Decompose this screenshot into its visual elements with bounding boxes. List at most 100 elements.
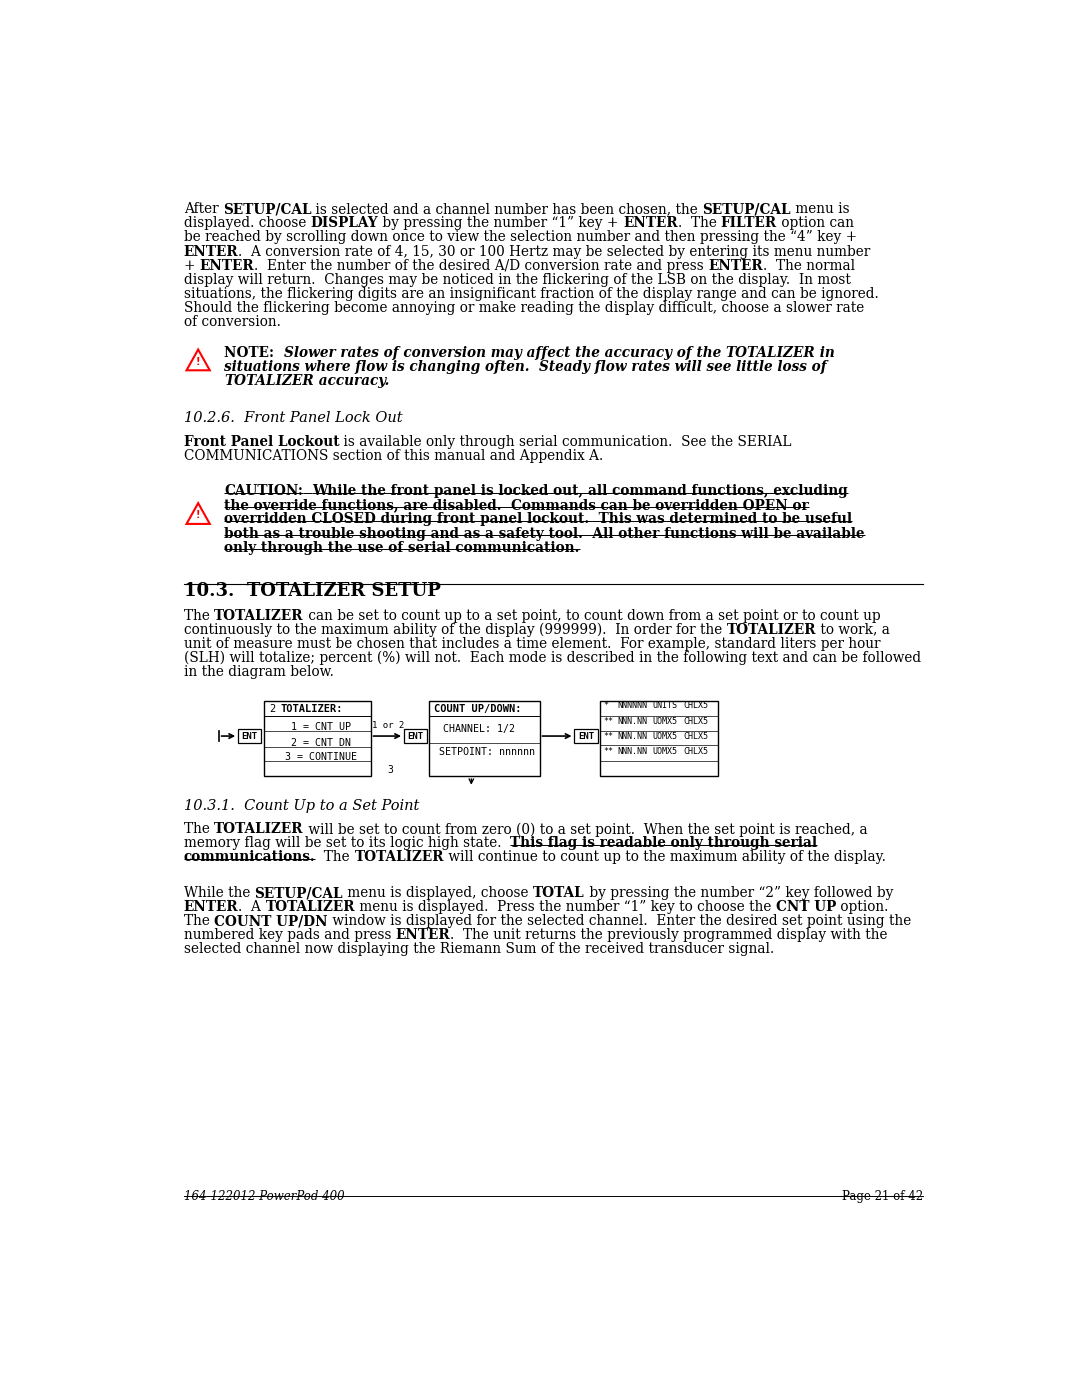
Text: TOTALIZER: TOTALIZER	[214, 609, 303, 623]
Text: 164-122012 PowerPod 400: 164-122012 PowerPod 400	[184, 1189, 345, 1203]
Text: ENTER: ENTER	[708, 258, 764, 272]
Text: CHLX5: CHLX5	[684, 717, 708, 726]
Text: to work, a: to work, a	[816, 623, 890, 637]
Text: This flag is readable only through serial: This flag is readable only through seria…	[510, 837, 818, 851]
Text: **: **	[603, 717, 613, 726]
Text: SETUP/CAL: SETUP/CAL	[255, 886, 343, 900]
Text: CHLX5: CHLX5	[684, 747, 708, 756]
Text: the override functions, are disabled.  Commands can be overridden OPEN or: the override functions, are disabled. Co…	[225, 499, 809, 513]
Text: After: After	[184, 203, 222, 217]
Text: will continue to count up to the maximum ability of the display.: will continue to count up to the maximum…	[444, 851, 886, 865]
Text: ENTER: ENTER	[184, 900, 239, 914]
Text: option can: option can	[777, 217, 854, 231]
Text: by pressing the number “1” key +: by pressing the number “1” key +	[378, 217, 623, 231]
Text: *: *	[603, 701, 608, 711]
Text: selected channel now displaying the Riemann Sum of the received transducer signa: selected channel now displaying the Riem…	[184, 943, 774, 957]
Text: be reached by scrolling down once to view the selection number and then pressing: be reached by scrolling down once to vie…	[184, 231, 856, 244]
Text: option.: option.	[836, 900, 889, 914]
Text: The: The	[184, 914, 214, 929]
Text: ENT: ENT	[407, 732, 423, 740]
Text: FILTER: FILTER	[720, 217, 777, 231]
Text: TOTALIZER: TOTALIZER	[727, 623, 816, 637]
Text: CHLX5: CHLX5	[684, 701, 708, 711]
Text: NOTE:: NOTE:	[225, 346, 284, 360]
Text: COMMUNICATIONS section of this manual and Appendix A.: COMMUNICATIONS section of this manual an…	[184, 448, 603, 462]
Text: ENT: ENT	[578, 732, 594, 740]
Text: ENTER: ENTER	[200, 258, 254, 272]
Text: CNT UP: CNT UP	[775, 900, 836, 914]
Text: (SLH) will totalize; percent (%) will not.  Each mode is described in the follow: (SLH) will totalize; percent (%) will no…	[184, 651, 921, 665]
Text: 10.3.1.  Count Up to a Set Point: 10.3.1. Count Up to a Set Point	[184, 799, 419, 813]
Bar	[600, 701, 718, 777]
Text: situations, the flickering digits are an insignificant fraction of the display r: situations, the flickering digits are an…	[184, 286, 878, 300]
Text: in the diagram below.: in the diagram below.	[184, 665, 334, 679]
Text: CAUTION:: CAUTION:	[225, 485, 303, 499]
Text: display will return.  Changes may be noticed in the flickering of the LSB on the: display will return. Changes may be noti…	[184, 272, 851, 286]
Text: COUNT UP/DN: COUNT UP/DN	[214, 914, 327, 929]
Text: in: in	[815, 346, 835, 360]
Text: NNN.NN: NNN.NN	[617, 747, 647, 756]
Text: TOTAL: TOTAL	[532, 886, 584, 900]
Text: will be set to count from zero (0) to a set point.  When the set point is reache: will be set to count from zero (0) to a …	[303, 823, 867, 837]
Text: .  The unit returns the previously programmed display with the: . The unit returns the previously progra…	[450, 929, 888, 943]
Text: The: The	[184, 609, 214, 623]
Text: unit of measure must be chosen that includes a time element.  For example, stand: unit of measure must be chosen that incl…	[184, 637, 880, 651]
Text: displayed. choose: displayed. choose	[184, 217, 311, 231]
Text: UOMX5: UOMX5	[652, 747, 678, 756]
Text: overridden CLOSED during front panel lockout.  This was determined to be useful: overridden CLOSED during front panel loc…	[225, 513, 852, 527]
Text: TOTALIZER: TOTALIZER	[266, 900, 355, 914]
Text: SETUP/CAL: SETUP/CAL	[222, 203, 311, 217]
Text: by pressing the number “2” key followed by: by pressing the number “2” key followed …	[584, 886, 893, 900]
Text: While the front panel is locked out, all command functions, excluding: While the front panel is locked out, all…	[312, 485, 848, 499]
Text: TOTALIZER: TOTALIZER	[225, 374, 314, 388]
Text: **: **	[603, 747, 613, 756]
Text: is selected and a channel number has been chosen, the: is selected and a channel number has bee…	[311, 203, 702, 217]
Text: ENT: ENT	[242, 732, 258, 740]
Text: 10.2.6.  Front Panel Lock Out: 10.2.6. Front Panel Lock Out	[184, 412, 403, 426]
Text: communications.: communications.	[184, 851, 315, 865]
Text: SETPOINT: nnnnnn: SETPOINT: nnnnnn	[438, 747, 535, 757]
Text: UOMX5: UOMX5	[652, 732, 678, 742]
Text: TOTALIZER: TOTALIZER	[354, 851, 444, 865]
Text: +: +	[184, 258, 200, 272]
Text: 2 = CNT DN: 2 = CNT DN	[291, 738, 351, 747]
Text: 3: 3	[388, 766, 393, 775]
Text: continuously to the maximum ability of the display (999999).  In order for the: continuously to the maximum ability of t…	[184, 623, 727, 637]
Text: .  Enter the number of the desired A/D conversion rate and press: . Enter the number of the desired A/D co…	[254, 258, 708, 272]
Text: UOMX5: UOMX5	[652, 717, 678, 726]
Text: While the: While the	[184, 886, 255, 900]
Text: CHLX5: CHLX5	[684, 732, 708, 742]
Text: The: The	[315, 851, 354, 865]
Text: Slower rates of conversion may affect the accuracy of the: Slower rates of conversion may affect th…	[284, 346, 726, 360]
Text: ENTER: ENTER	[395, 929, 450, 943]
Text: .  The normal: . The normal	[764, 258, 855, 272]
Text: SETUP/CAL: SETUP/CAL	[702, 203, 791, 217]
Text: .  A: . A	[239, 900, 266, 914]
Text: NNN.NN: NNN.NN	[617, 732, 647, 742]
Text: is available only through serial communication.  See the SERIAL: is available only through serial communi…	[339, 434, 792, 448]
Bar	[238, 729, 261, 743]
Text: window is displayed for the selected channel.  Enter the desired set point using: window is displayed for the selected cha…	[327, 914, 910, 929]
Text: !: !	[195, 510, 201, 520]
Bar	[404, 729, 428, 743]
Text: NNNNNN: NNNNNN	[617, 701, 647, 711]
Text: menu is displayed, choose: menu is displayed, choose	[343, 886, 532, 900]
Bar	[430, 701, 540, 777]
Text: .  The: . The	[677, 217, 720, 231]
Text: Should the flickering become annoying or make reading the display difficult, cho: Should the flickering become annoying or…	[184, 300, 864, 314]
Text: 1 or 2: 1 or 2	[373, 721, 404, 729]
Text: only through the use of serial communication.: only through the use of serial communica…	[225, 541, 580, 555]
Text: Front Panel Lockout: Front Panel Lockout	[184, 434, 339, 448]
Text: of conversion.: of conversion.	[184, 314, 281, 330]
Text: The: The	[184, 823, 214, 837]
Text: TOTALIZER:: TOTALIZER:	[281, 704, 343, 714]
Text: Page 21 of 42: Page 21 of 42	[842, 1189, 923, 1203]
Text: DISPLAY: DISPLAY	[311, 217, 378, 231]
Bar	[264, 701, 370, 777]
Text: TOTALIZER: TOTALIZER	[214, 823, 303, 837]
Text: CHANNEL: 1/2: CHANNEL: 1/2	[444, 724, 515, 733]
Text: both as a trouble shooting and as a safety tool.  All other functions will be av: both as a trouble shooting and as a safe…	[225, 527, 865, 541]
Text: menu is displayed.  Press the number “1” key to choose the: menu is displayed. Press the number “1” …	[355, 900, 775, 914]
Text: 1 = CNT UP: 1 = CNT UP	[291, 722, 351, 732]
Text: numbered key pads and press: numbered key pads and press	[184, 929, 395, 943]
